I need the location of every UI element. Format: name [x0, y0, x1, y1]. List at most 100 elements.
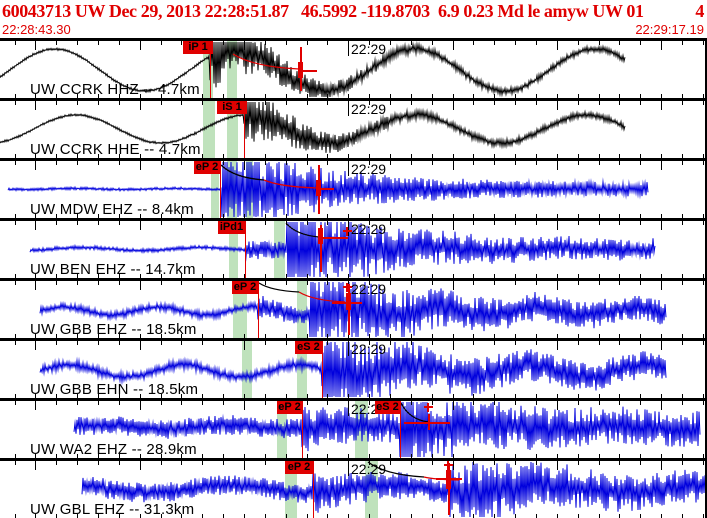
- trace-panel[interactable]: 22:29 eS 2 UW GBB EHN -- 18.5km: [0, 338, 705, 398]
- phase-pick-line[interactable]: [220, 161, 221, 218]
- waveform-canvas[interactable]: [0, 461, 705, 518]
- tick: [286, 454, 287, 458]
- trace-panel[interactable]: 22:29 iS 1 UW CCRK HHE -- 4.7km: [0, 98, 705, 158]
- coda-marker-whisker[interactable]: [320, 237, 348, 239]
- tick: [140, 161, 141, 170]
- phase-pick-label[interactable]: iS 1: [217, 101, 247, 114]
- phase-pick-label[interactable]: eP 2: [285, 461, 313, 474]
- tick: [98, 41, 99, 45]
- waveform-canvas[interactable]: [0, 401, 705, 458]
- tick: [619, 94, 620, 98]
- coda-marker-whisker[interactable]: [436, 478, 462, 480]
- tick: [661, 454, 662, 458]
- tick: [202, 274, 203, 278]
- coda-marker-whisker[interactable]: [318, 188, 334, 190]
- coda-marker-bar[interactable]: [318, 228, 323, 244]
- trace-panel[interactable]: 22:29 iPd1 UW BEN EHZ -- 14.7km: [0, 218, 705, 278]
- coda-marker-whisker[interactable]: [300, 70, 317, 72]
- phase-pick-line[interactable]: [244, 101, 245, 158]
- trace-panel[interactable]: 22:29 iP 1 UW CCRK HHZ -- 4.7km: [0, 38, 705, 98]
- tick: [265, 394, 266, 398]
- tick: [35, 161, 36, 170]
- coda-marker-whisker[interactable]: [332, 302, 362, 304]
- tick: [15, 221, 16, 225]
- trace-panel[interactable]: 22:29 eP 2 eS 2 UW WA2 EHZ -- 28.9km: [0, 398, 705, 458]
- phase-pick-line[interactable]: [400, 401, 401, 458]
- tick: [369, 94, 370, 98]
- tick: [703, 281, 704, 285]
- tick: [56, 394, 57, 398]
- tick: [599, 341, 600, 345]
- tick: [307, 514, 308, 518]
- tick: [161, 154, 162, 158]
- phase-pick-line[interactable]: [313, 461, 314, 518]
- waveform-canvas[interactable]: [0, 281, 705, 338]
- trace-panel[interactable]: 22:29 eP 2 UW GBB EHZ -- 18.5km: [0, 278, 705, 338]
- phase-pick-line[interactable]: [322, 341, 323, 398]
- phase-pick-label[interactable]: eP 2: [232, 281, 258, 294]
- tick: [223, 341, 224, 345]
- tick: [432, 161, 433, 165]
- tick: [453, 281, 454, 290]
- tick: [390, 154, 391, 158]
- tick: [390, 394, 391, 398]
- coda-marker-line[interactable]: [448, 463, 450, 515]
- waveform-canvas[interactable]: [0, 161, 705, 218]
- tick: [244, 401, 245, 410]
- tick: [181, 221, 182, 225]
- tick: [473, 514, 474, 518]
- waveform-canvas[interactable]: [0, 41, 705, 98]
- waveform-canvas[interactable]: [0, 341, 705, 398]
- tick: [140, 454, 141, 458]
- tick: [682, 401, 683, 405]
- tick: [536, 461, 537, 465]
- phase-pick-label[interactable]: eP 2: [194, 161, 220, 174]
- tick: [536, 154, 537, 158]
- coda-marker-line[interactable]: [320, 225, 322, 272]
- tick: [411, 221, 412, 225]
- tick: [140, 461, 141, 470]
- tick: [411, 514, 412, 518]
- waveform-canvas[interactable]: [0, 101, 705, 158]
- phase-pick-line[interactable]: [210, 41, 211, 98]
- tick: [703, 334, 704, 338]
- tick: [140, 334, 141, 338]
- tick: [494, 161, 495, 165]
- tick: [35, 341, 36, 350]
- phase-pick-label[interactable]: eS 2: [295, 341, 322, 354]
- phase-pick-line[interactable]: [245, 221, 246, 278]
- tick: [181, 214, 182, 218]
- tick: [682, 161, 683, 165]
- tick: [348, 221, 349, 236]
- tick: [578, 274, 579, 278]
- tick: [369, 154, 370, 158]
- waveform-canvas[interactable]: [0, 221, 705, 278]
- tick: [35, 401, 36, 410]
- coda-marker-whisker[interactable]: [404, 422, 450, 424]
- tick: [619, 281, 620, 285]
- phase-pick-line[interactable]: [302, 401, 303, 458]
- coda-marker-bar[interactable]: [346, 293, 351, 310]
- phase-pick-line[interactable]: [258, 281, 259, 338]
- phase-pick-label[interactable]: eP 2: [277, 401, 302, 414]
- trace-panel[interactable]: 22:29 eP 2 UW MDW EHZ -- 8.4km: [0, 158, 705, 218]
- tick: [244, 394, 245, 398]
- tick: [390, 514, 391, 518]
- tick: [640, 214, 641, 218]
- phase-pick-label[interactable]: eS 2: [375, 401, 400, 414]
- tick: [98, 341, 99, 345]
- tick: [15, 281, 16, 285]
- tick: [286, 394, 287, 398]
- tick: [181, 394, 182, 398]
- tick: [161, 454, 162, 458]
- tick: [390, 454, 391, 458]
- tick: [703, 161, 704, 165]
- tick: [473, 214, 474, 218]
- phase-pick-label[interactable]: iP 1: [183, 41, 213, 54]
- trace-panel[interactable]: 22:29 eP 2 UW GBL EHZ -- 31.3km: [0, 458, 705, 518]
- tick: [265, 281, 266, 285]
- tick: [15, 514, 16, 518]
- phase-pick-label[interactable]: iPd1: [218, 221, 245, 234]
- tick: [390, 41, 391, 45]
